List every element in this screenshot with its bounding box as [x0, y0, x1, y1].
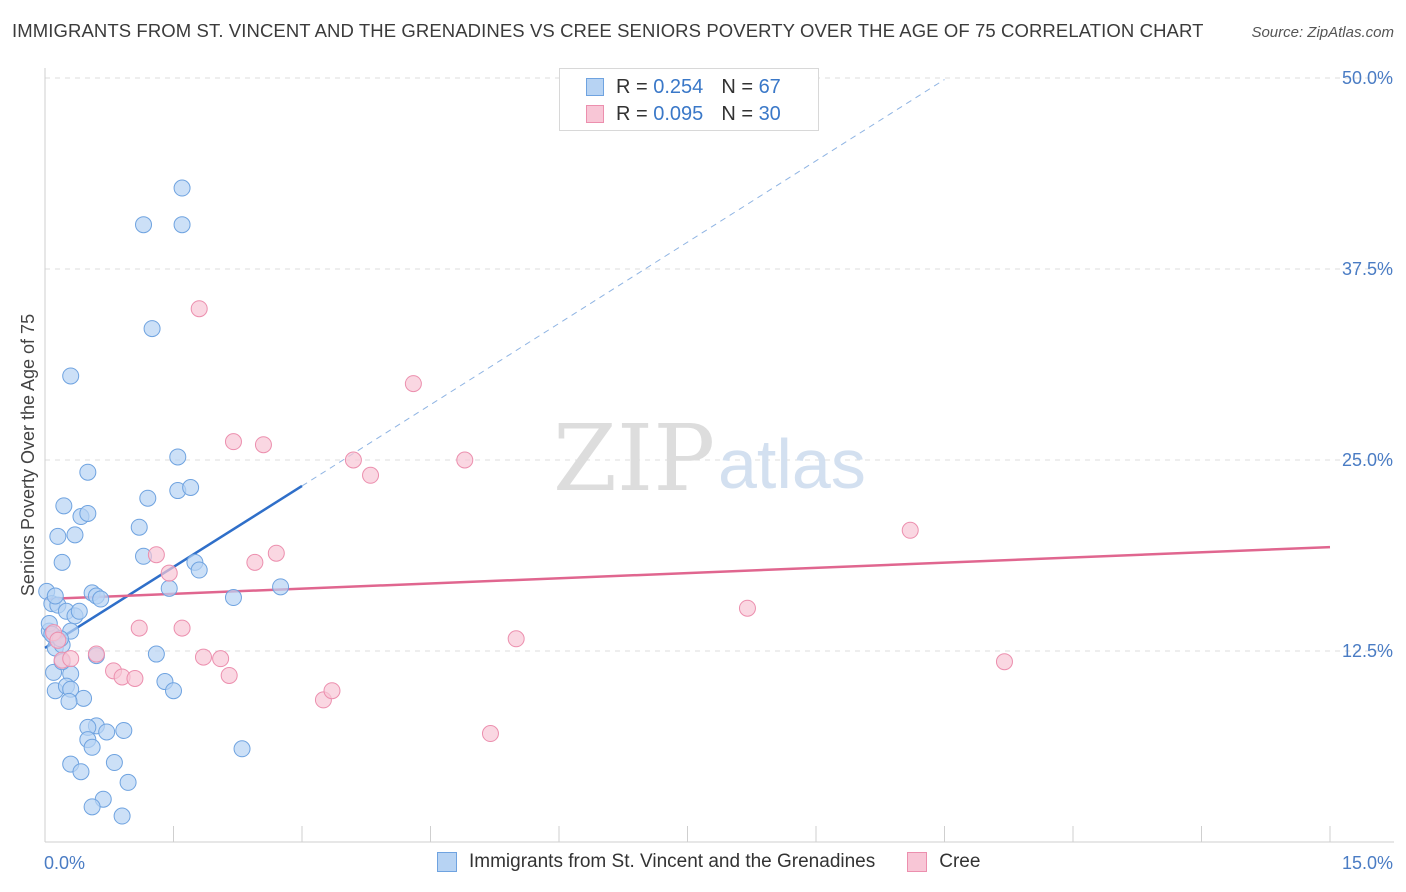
cree-point: [147, 546, 165, 564]
immigrants-point: [53, 553, 71, 571]
cree-point: [404, 375, 422, 393]
immigrants-point: [83, 738, 101, 756]
immigrants-point: [139, 489, 157, 507]
y-tick-labels: 12.5% 25.0% 37.5% 50.0%: [1342, 68, 1393, 661]
cree-point: [507, 630, 525, 648]
cree-point: [344, 451, 362, 469]
cree-point: [49, 631, 67, 649]
cree-point: [212, 650, 230, 668]
immigrants-point: [49, 527, 67, 545]
immigrants-point: [165, 682, 182, 700]
immigrants-point: [173, 216, 191, 234]
immigrants-point: [190, 561, 208, 579]
immigrants-point: [169, 448, 187, 466]
trend-lines: [44, 79, 1331, 650]
immigrants-point: [233, 740, 251, 758]
y-axis-label: Seniors Poverty Over the Age of 75: [18, 314, 38, 596]
cree-point: [130, 619, 148, 637]
watermark-atlas: atlas: [718, 425, 866, 503]
cree-point: [190, 300, 208, 318]
legend-swatch-cree: [907, 852, 928, 872]
immigrants-point: [113, 807, 131, 825]
legend-r-label: R =: [616, 75, 648, 98]
stats-legend: R = 0.254 N = 67 R = 0.095 N = 30: [559, 68, 819, 131]
series-legend: Immigrants from St. Vincent and the Gren…: [437, 851, 980, 873]
x-tick-labels: 0.0% 15.0%: [44, 853, 1393, 873]
source-label: Source: ZipAtlas.com: [1251, 24, 1394, 41]
chart-title: IMMIGRANTS FROM ST. VINCENT AND THE GREN…: [12, 20, 1204, 41]
legend-n-label: N =: [721, 75, 753, 98]
cree-point: [224, 433, 242, 451]
immigrants-point: [143, 320, 161, 338]
immigrants-point: [75, 689, 93, 707]
legend-r-label: R =: [616, 102, 648, 125]
cree-point: [738, 599, 756, 617]
y-tick-label: 37.5%: [1342, 259, 1393, 279]
immigrants-point: [62, 367, 80, 385]
cree-point: [901, 521, 919, 539]
legend-row-immigrants: R = 0.254 N = 67: [586, 75, 781, 99]
legend-n-value: 30: [758, 102, 781, 125]
cree-point: [995, 653, 1013, 671]
legend-swatch-immigrants: [437, 852, 457, 872]
legend-label-cree: Cree: [939, 851, 981, 872]
cree-point: [173, 619, 191, 637]
immigrants-point: [79, 504, 97, 522]
cree-point: [267, 544, 285, 562]
immigrants-point: [130, 518, 148, 536]
immigrants-point: [224, 589, 242, 607]
immigrants-point: [60, 692, 78, 710]
cree-point: [456, 451, 474, 469]
immigrants-point: [72, 763, 90, 781]
immigrants-point: [119, 773, 137, 791]
legend-r-value: 0.254: [653, 75, 704, 98]
immigrants-point: [147, 645, 165, 663]
x-tick-label: 15.0%: [1342, 853, 1393, 873]
immigrants-point: [66, 526, 84, 544]
x-tick-label: 0.0%: [44, 853, 85, 873]
immigrants-point: [46, 587, 64, 605]
immigrants-point: [70, 602, 88, 620]
immigrants-point: [105, 754, 123, 772]
legend-swatch-blue: [586, 78, 604, 96]
cree-point: [323, 682, 341, 700]
cree-trend-line: [44, 545, 1331, 601]
immigrants-point: [55, 497, 73, 515]
cree-point: [254, 436, 272, 454]
y-tick-label: 50.0%: [1342, 68, 1393, 88]
immigrants-point: [182, 479, 200, 497]
immigrants-point: [173, 179, 191, 197]
cree-point: [126, 670, 144, 688]
immigrants-point: [135, 216, 153, 234]
cree-point: [87, 645, 105, 663]
y-tick-label: 25.0%: [1342, 450, 1393, 470]
cree-point: [160, 564, 178, 582]
cree-point: [62, 650, 80, 668]
legend-n-label: N =: [721, 102, 753, 125]
cree-point: [481, 725, 499, 743]
legend-row-cree: R = 0.095 N = 30: [586, 102, 781, 126]
watermark-zip: ZIP: [553, 405, 715, 512]
immigrants-point: [98, 723, 116, 741]
immigrants-point: [83, 798, 101, 816]
cree-point: [246, 553, 264, 571]
y-tick-label: 12.5%: [1342, 641, 1393, 661]
data-points: [38, 179, 1013, 825]
immigrants-point: [160, 579, 178, 597]
cree-point: [194, 648, 212, 666]
immigrants-point: [115, 721, 133, 739]
immigrants-trend-extension: [301, 79, 945, 487]
axes: [44, 68, 1394, 843]
legend-swatch-pink: [586, 105, 604, 123]
immigrants-point: [92, 590, 110, 608]
cree-point: [220, 666, 238, 684]
legend-r-value: 0.095: [653, 102, 704, 125]
legend-n-value: 67: [758, 75, 781, 98]
cree-point: [362, 466, 380, 484]
immigrants-point: [79, 463, 97, 481]
immigrants-point: [272, 578, 290, 596]
legend-label-immigrants: Immigrants from St. Vincent and the Gren…: [469, 851, 876, 872]
